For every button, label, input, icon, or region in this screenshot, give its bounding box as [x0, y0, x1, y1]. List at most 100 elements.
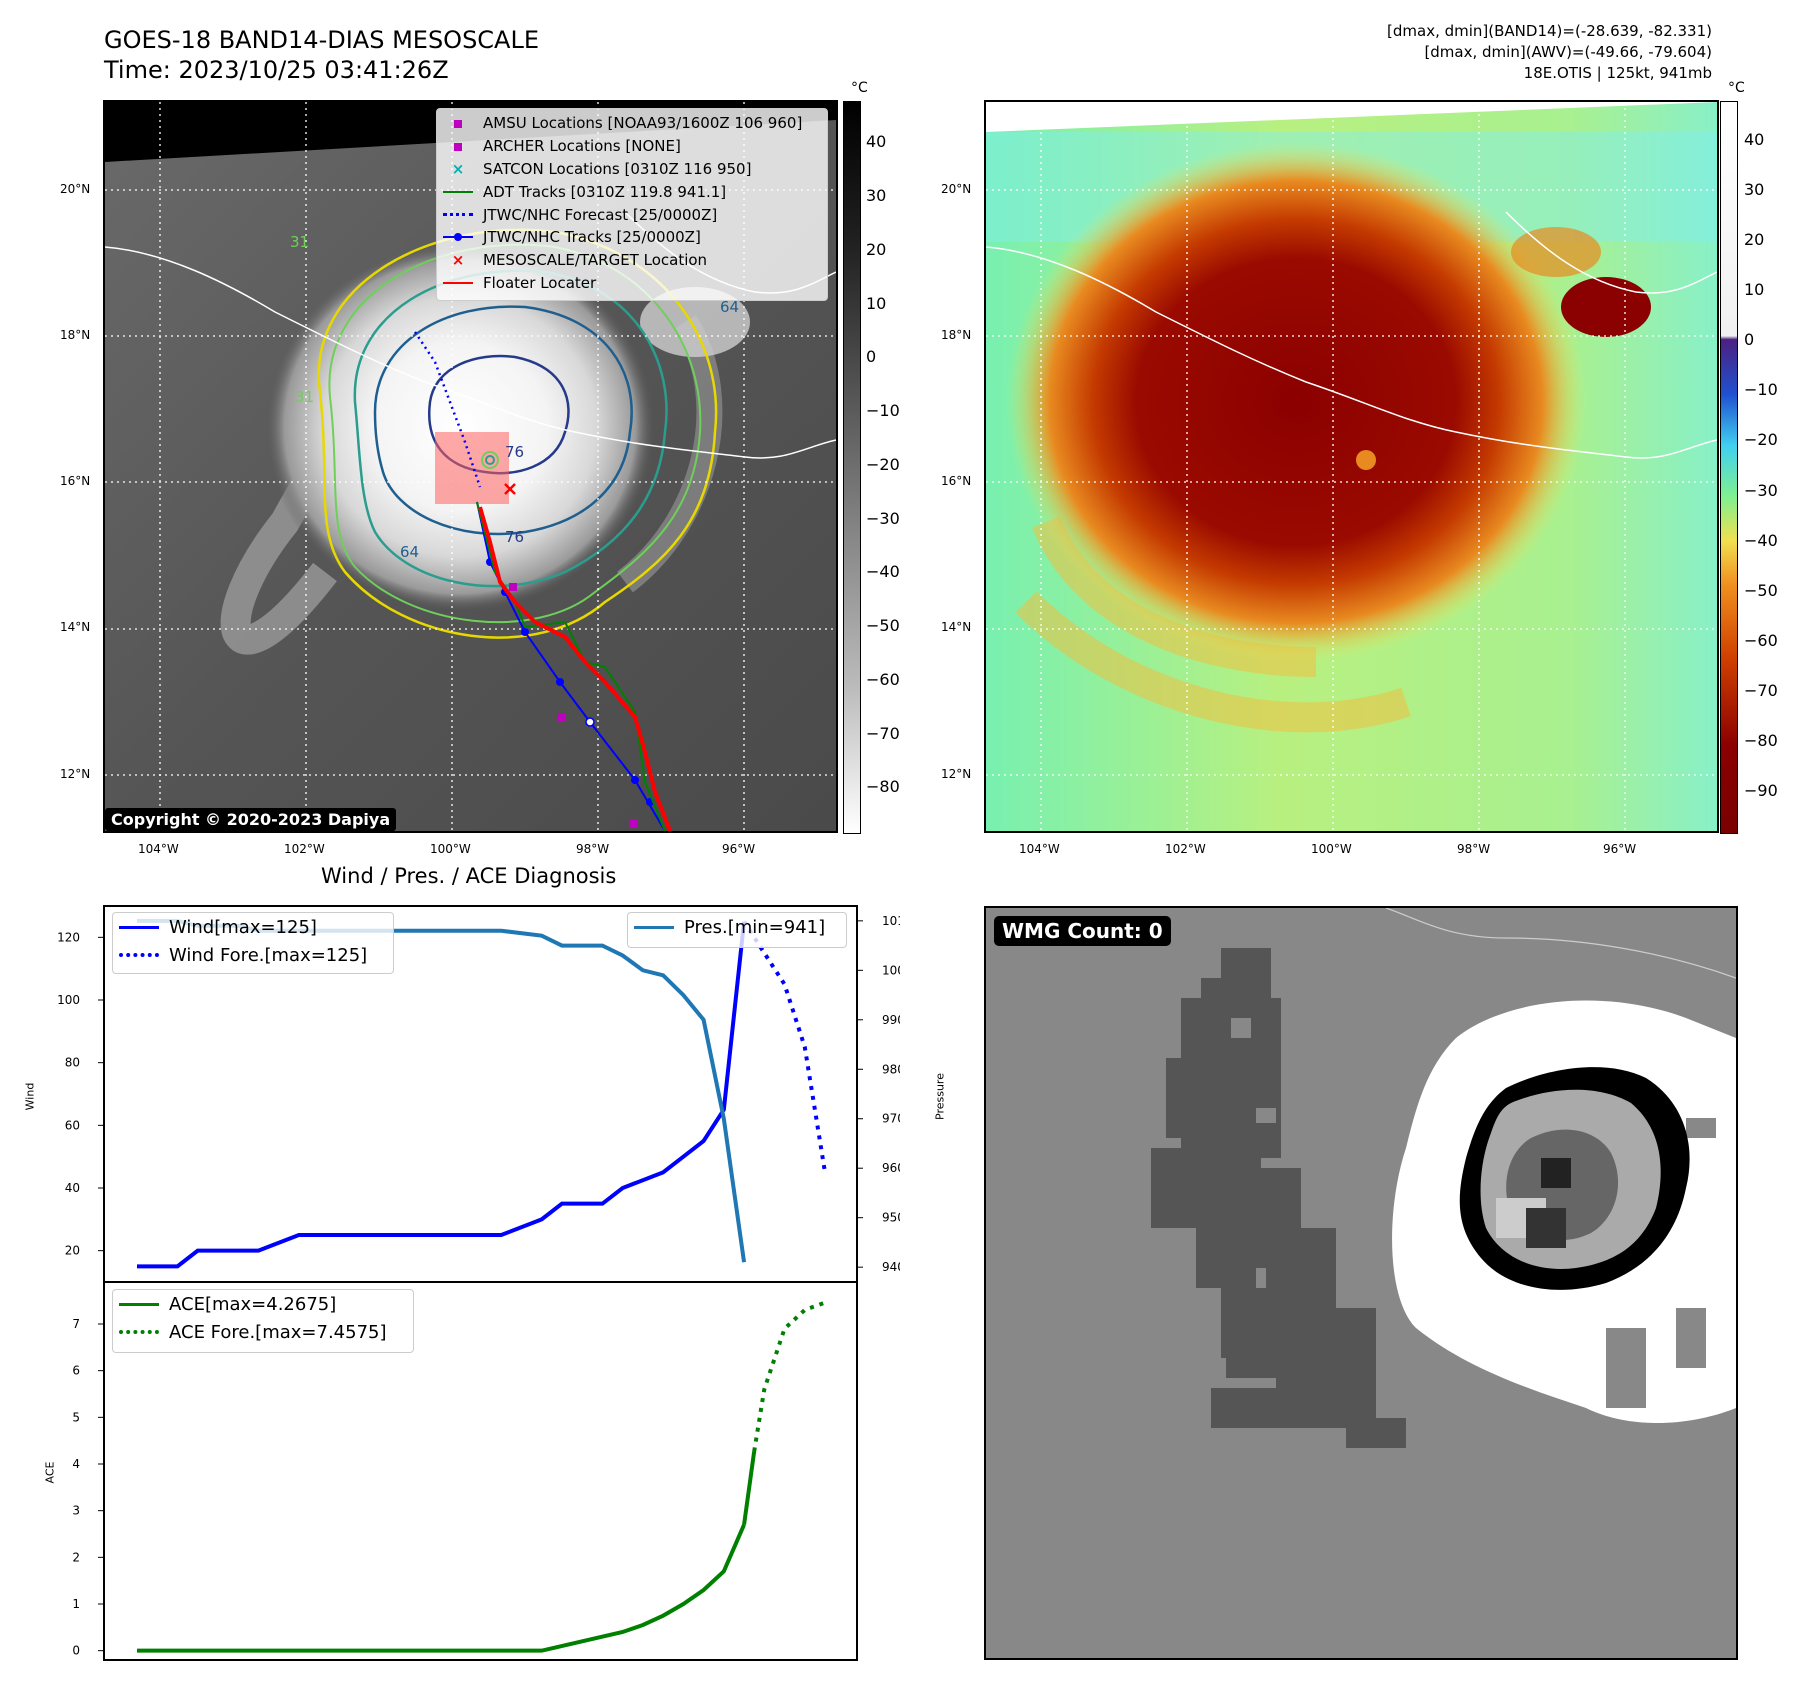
legend-wind: Wind[max=125]	[113, 913, 393, 941]
wmg-panel	[984, 906, 1738, 1660]
colorbar-tick-label: −50	[866, 616, 900, 635]
legend-pressure: Pres.[min=941]	[628, 913, 846, 941]
pressure-tick-label: 970	[882, 1112, 900, 1126]
ace-series-line-2	[752, 1300, 826, 1452]
pressure-axis-label: Pressure	[933, 1073, 947, 1120]
wmg-count-badge: WMG Count: 0	[994, 916, 1171, 946]
legend-item-adt: ADT Tracks [0310Z 119.8 941.1]	[437, 180, 827, 203]
lon-label: 102°W	[284, 842, 325, 856]
lat-label: 12°N	[60, 767, 91, 781]
wind-tick-label: 100	[57, 993, 80, 1007]
lat-label: 18°N	[60, 328, 91, 342]
wind-tick-label: 40	[65, 1181, 80, 1195]
colorbar-tick-label: −40	[866, 562, 900, 582]
legend-wind-forecast: Wind Fore.[max=125]	[113, 941, 393, 969]
pressure-legend: Pres.[min=941]	[627, 912, 847, 948]
lat-label: 14°N	[60, 620, 91, 634]
colorbar-tick-label: −40	[1744, 530, 1778, 550]
colorbar-tick-label: −80	[866, 777, 900, 797]
legend-item-tracks: JTWC/NHC Tracks [25/0000Z]	[437, 226, 827, 249]
colorbar-tick-label: −60	[866, 669, 900, 689]
diagnosis-chart: 2040608010012094095096097098099010001010…	[57, 905, 900, 1661]
contour-label: 76	[505, 443, 524, 461]
colorbar-ir-unit: °C	[851, 80, 868, 96]
legend-item-forecast: JTWC/NHC Forecast [25/0000Z]	[437, 203, 827, 226]
diagnosis-title: Wind / Pres. / ACE Diagnosis	[321, 864, 617, 888]
colorbar-tick-label: 10	[866, 293, 887, 313]
lon-label: 96°W	[722, 842, 756, 856]
colorbar-tick-label: −20	[866, 454, 900, 474]
ace-tick-label: 2	[72, 1550, 80, 1564]
lon-label: 104°W	[1019, 842, 1060, 856]
lon-label: 104°W	[138, 842, 179, 856]
lon-label: 98°W	[576, 842, 610, 856]
legend-item-archer: ARCHER Locations [NONE]	[437, 135, 827, 158]
ace-series-line-0	[137, 1523, 746, 1653]
colorbar-tick-label: 10	[1744, 280, 1765, 300]
legend-ace: ACE[max=4.2675]	[113, 1290, 413, 1318]
pressure-tick-label: 940	[882, 1260, 900, 1274]
lon-label: 96°W	[1603, 842, 1637, 856]
map-legend: AMSU Locations [NOAA93/1600Z 106 960] AR…	[436, 108, 828, 301]
colorbar-tick-label: −90	[1744, 780, 1778, 800]
wind-tick-label: 120	[57, 930, 80, 944]
ace-tick-label: 7	[72, 1317, 80, 1331]
map-title-line2: Time: 2023/10/25 03:41:26Z	[104, 56, 449, 84]
lat-label: 20°N	[941, 182, 972, 196]
colorbar-tick-label: 0	[1744, 330, 1755, 350]
lon-label: 98°W	[1457, 842, 1491, 856]
colorbar-tick-label: 40	[1744, 130, 1765, 150]
lat-label: 18°N	[941, 328, 972, 342]
ace-tick-label: 3	[72, 1504, 80, 1518]
map-title-line1: GOES-18 BAND14-DIAS MESOSCALE	[104, 26, 540, 54]
info-line1: [dmax, dmin](BAND14)=(-28.639, -82.331)	[1387, 22, 1712, 40]
colorbar-tick-label: −70	[866, 723, 900, 743]
ace-tick-label: 5	[72, 1410, 80, 1424]
wind-tick-label: 20	[65, 1244, 80, 1258]
contour-label: 64	[400, 543, 419, 561]
contour-label: 31	[290, 233, 309, 251]
ace-axis-label: ACE	[43, 1461, 57, 1484]
lon-label: 100°W	[430, 842, 471, 856]
ace-series-line-1	[742, 1451, 757, 1525]
info-line3: 18E.OTIS | 125kt, 941mb	[1523, 64, 1712, 82]
lat-label: 16°N	[941, 474, 972, 488]
legend-item-satcon: × SATCON Locations [0310Z 116 950]	[451, 159, 752, 178]
colorbar-awv	[1720, 101, 1738, 834]
legend-item-floater: Floater Locater	[437, 272, 827, 295]
pressure-tick-label: 960	[882, 1161, 900, 1175]
ace-tick-label: 6	[72, 1364, 80, 1378]
colorbar-tick-label: 20	[866, 239, 887, 259]
lon-label: 100°W	[1311, 842, 1352, 856]
colorbar-tick-label: −80	[1744, 730, 1778, 750]
legend-item-amsu: AMSU Locations [NOAA93/1600Z 106 960]	[437, 112, 827, 135]
legend-item-target: × MESOSCALE/TARGET Location	[451, 251, 708, 270]
colorbar-tick-label: −10	[1744, 380, 1778, 400]
ace-legend: ACE[max=4.2675] ACE Fore.[max=7.4575]	[112, 1289, 414, 1353]
wind-tick-label: 60	[65, 1118, 80, 1132]
colorbar-tick-label: 0	[866, 347, 877, 367]
pressure-tick-label: 1000	[882, 963, 900, 977]
colorbar-tick-label: −70	[1744, 680, 1778, 700]
awv-map-image	[986, 102, 1717, 831]
pressure-tick-label: 980	[882, 1062, 900, 1076]
colorbar-tick-label: −20	[1744, 430, 1778, 450]
contour-label: 76	[505, 528, 524, 546]
ace-tick-label: 1	[72, 1597, 80, 1611]
copyright-label: Copyright © 2020-2023 Dapiya	[105, 808, 397, 831]
wmg-image	[1151, 908, 1736, 1448]
ace-tick-label: 0	[72, 1644, 80, 1658]
awv-map-panel	[984, 100, 1719, 833]
wind-legend: Wind[max=125] Wind Fore.[max=125]	[112, 912, 394, 974]
colorbar-awv-unit: °C	[1728, 80, 1745, 96]
colorbar-tick-label: 20	[1744, 230, 1765, 250]
colorbar-tick-label: −60	[1744, 630, 1778, 650]
lat-label: 16°N	[60, 474, 91, 488]
info-line2: [dmax, dmin](AWV)=(-49.66, -79.604)	[1424, 43, 1712, 61]
colorbar-tick-label: 30	[866, 186, 887, 205]
lon-label: 102°W	[1165, 842, 1206, 856]
colorbar-tick-label: 30	[1744, 180, 1765, 200]
contour-label: 64	[720, 298, 739, 316]
wind-tick-label: 80	[65, 1056, 80, 1070]
